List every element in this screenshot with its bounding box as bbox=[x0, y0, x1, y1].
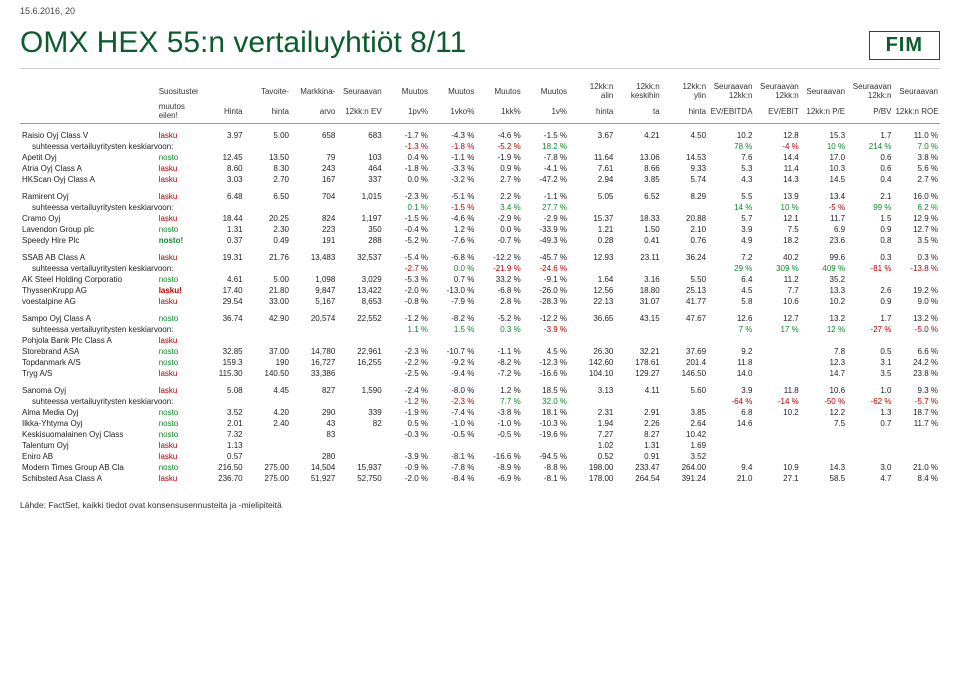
comparison-table: SuositustenTavoite-Markkina-SeuraavanMuu… bbox=[20, 81, 940, 484]
table-row: Lavendon Group plcnosto1.312.30223350-0.… bbox=[20, 224, 940, 235]
table-row: Apetit Oyjnosto12.4513.50791030.4 %-1.1 … bbox=[20, 152, 940, 163]
table-row: suhteessa vertailuyritysten keskiarvoon:… bbox=[20, 263, 940, 274]
table-row: Cramo Oyjlasku18.4420.258241,197-1.5 %-4… bbox=[20, 213, 940, 224]
table-row: suhteessa vertailuyritysten keskiarvoon:… bbox=[20, 141, 940, 152]
page-date: 15.6.2016, 20 bbox=[20, 0, 940, 16]
table-row: Raisio Oyj Class Vlasku3.975.00658683-1.… bbox=[20, 130, 940, 141]
table-row: Ramirent Oyjlasku6.486.507041,015-2.3 %-… bbox=[20, 191, 940, 202]
table-row: ThyssenKrupp AGlasku!17.4021.809,84713,4… bbox=[20, 285, 940, 296]
table-row: HKScan Oyj Class Alasku3.032.701673370.0… bbox=[20, 174, 940, 185]
table-row: Ilkka-Yhtyma Oyjnosto2.012.4043820.5 %-1… bbox=[20, 418, 940, 429]
table-row: suhteessa vertailuyritysten keskiarvoon:… bbox=[20, 396, 940, 407]
table-row: Keskisuomalainen Oyj Classnosto7.3283-0.… bbox=[20, 429, 940, 440]
table-row: Modern Times Group AB Clanosto216.50275.… bbox=[20, 462, 940, 473]
table-row: AK Steel Holding Corporationosto4.615.00… bbox=[20, 274, 940, 285]
table-row: suhteessa vertailuyritysten keskiarvoon:… bbox=[20, 202, 940, 213]
table-row: Eniro ABlasku0.57280-3.9 %-8.1 %-16.6 %-… bbox=[20, 451, 940, 462]
page-title: OMX HEX 55:n vertailuyhtiöt 8/11 bbox=[20, 26, 466, 60]
table-row: SSAB AB Class Alasku19.3121.7613,48332,5… bbox=[20, 252, 940, 263]
table-row: Schibsted Asa Class Alasku236.70275.0051… bbox=[20, 473, 940, 484]
title-bar: OMX HEX 55:n vertailuyhtiöt 8/11 FIM bbox=[20, 26, 940, 69]
table-row: Pohjola Bank Plc Class Alasku bbox=[20, 335, 940, 346]
table-row: Alma Media Oyjnosto3.524.20290339-1.9 %-… bbox=[20, 407, 940, 418]
table-header: SuositustenTavoite-Markkina-SeuraavanMuu… bbox=[20, 81, 940, 124]
fim-logo: FIM bbox=[869, 31, 940, 60]
table-row: Topdanmark A/Snosto159.319016,72716,255-… bbox=[20, 357, 940, 368]
table-row: Sampo Oyj Class Anosto36.7442.9020,57422… bbox=[20, 313, 940, 324]
footer-source: Lähde: FactSet, kaikki tiedot ovat konse… bbox=[20, 500, 940, 510]
table-row: Sanoma Oyjlasku5.084.458271,590-2.4 %-8.… bbox=[20, 385, 940, 396]
table-row: suhteessa vertailuyritysten keskiarvoon:… bbox=[20, 324, 940, 335]
table-row: Talentum Oyjlasku1.131.021.311.69 bbox=[20, 440, 940, 451]
table-row: Speedy Hire Plcnosto!0.370.49191288-5.2 … bbox=[20, 235, 940, 246]
table-row: Tryg A/Slasku115.30140.5033,386-2.5 %-9.… bbox=[20, 368, 940, 379]
table-row: Atria Oyj Class Alasku8.608.30243464-1.8… bbox=[20, 163, 940, 174]
table-row: Storebrand ASAnosto32.8537.0014,78022,96… bbox=[20, 346, 940, 357]
table-row: voestalpine AGlasku29.5433.005,1678,653-… bbox=[20, 296, 940, 307]
